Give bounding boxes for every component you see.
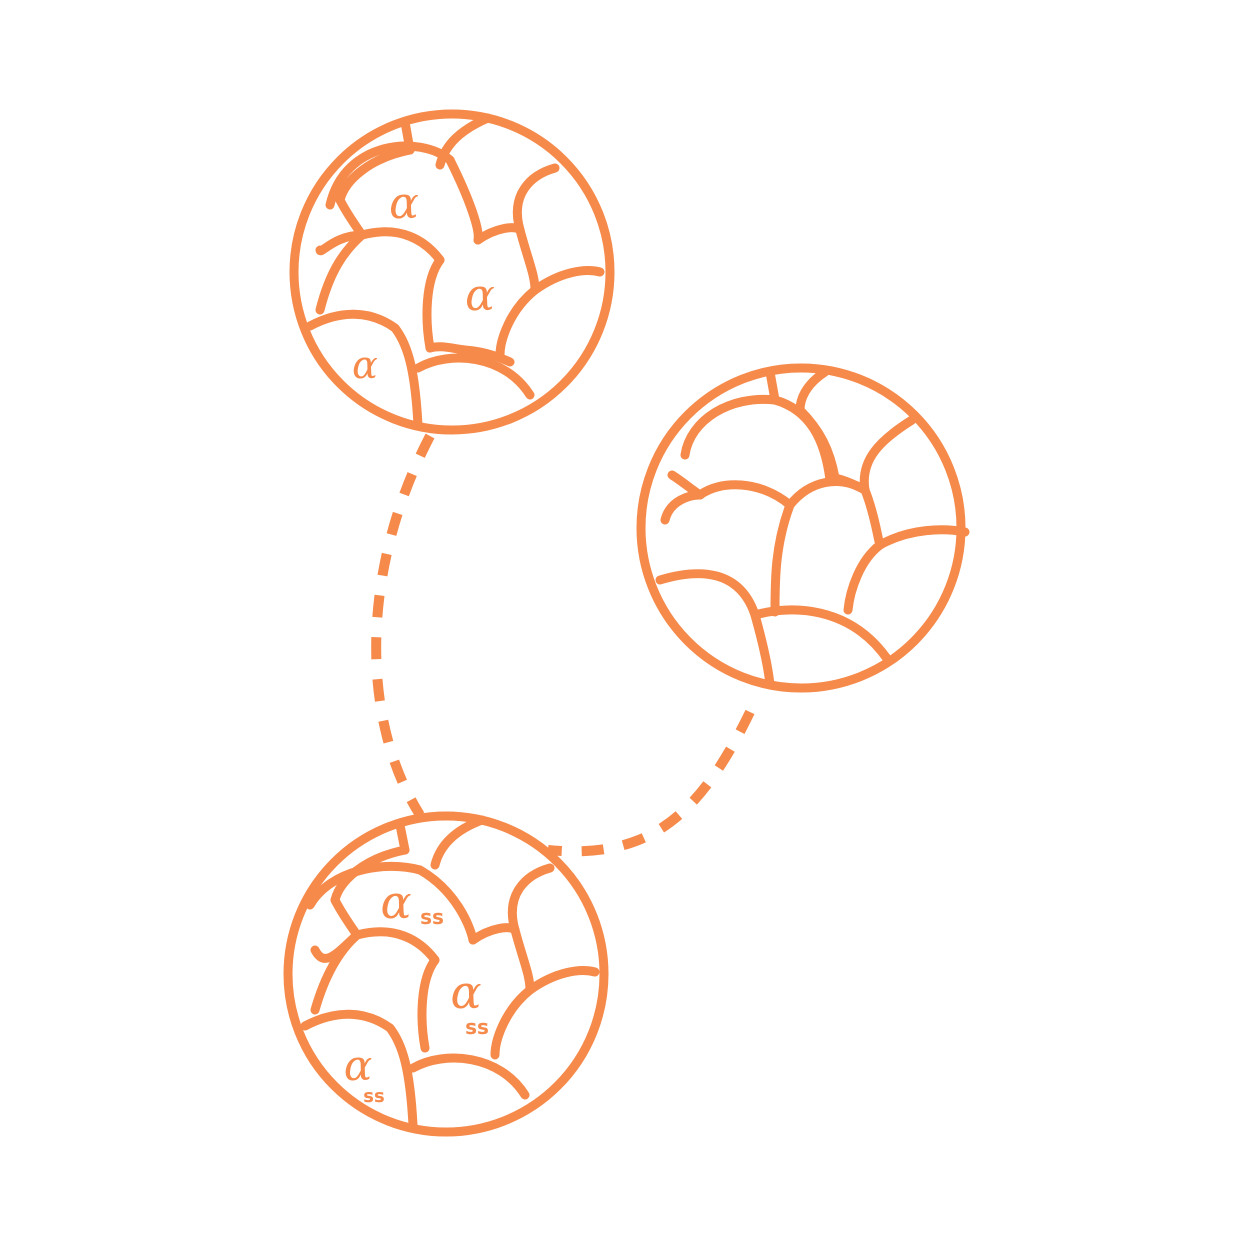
dashed-connector-left	[371, 433, 435, 818]
alpha-label: α	[389, 178, 419, 229]
cell-outline	[283, 811, 609, 1137]
cell-outline	[289, 109, 615, 435]
alpha-label: α	[344, 1041, 372, 1090]
alpha-label: α	[450, 965, 481, 1019]
cell-cluster-bottom: α ss α ss α ss	[283, 811, 609, 1137]
cell-subdivisions	[300, 815, 600, 1130]
cell-subdivisions	[305, 113, 605, 430]
cell-subdivisions	[655, 367, 970, 690]
dashed-connector-right	[547, 709, 755, 857]
alpha-label: α	[465, 270, 495, 321]
alpha-label: α	[352, 343, 378, 387]
cell-cluster-right	[636, 363, 970, 693]
cell-cluster-top-left: α α α	[289, 109, 615, 435]
subscript-label: ss	[420, 905, 444, 929]
alpha-ss-label: α ss	[380, 875, 443, 929]
subscript-label: ss	[465, 1015, 489, 1039]
alpha-ss-label: α ss	[344, 1041, 385, 1107]
alpha-label: α	[380, 875, 411, 929]
alpha-ss-label: α ss	[450, 965, 488, 1039]
subscript-label: ss	[363, 1086, 384, 1107]
